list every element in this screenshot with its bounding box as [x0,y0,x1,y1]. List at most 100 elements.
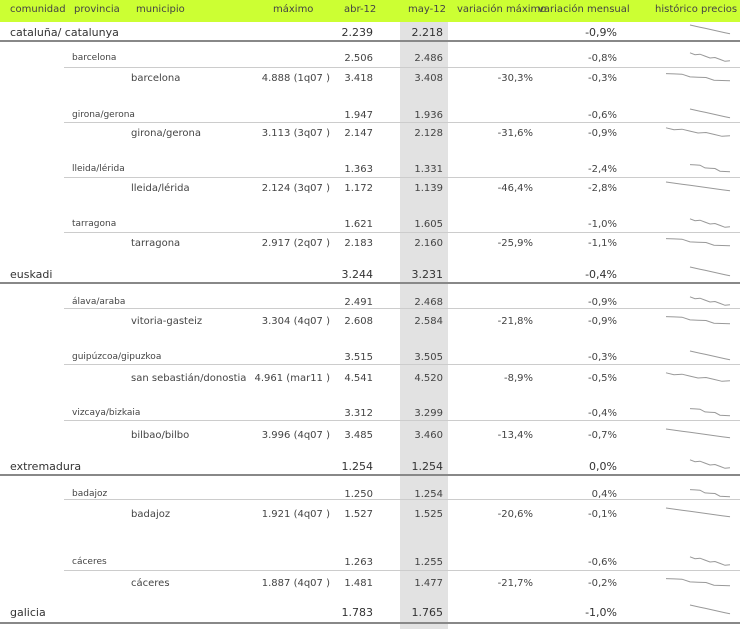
region-name: cataluña/ catalunya [10,26,119,39]
abr-value: 3.312 [344,408,373,419]
col-comunidad: comunidad [10,4,66,15]
region-name: badajoz [131,509,171,520]
sparkline-icon [665,73,731,82]
abr-value: 3.515 [344,352,373,363]
variacion-mensual-value: -0,9% [585,26,617,39]
sparkline-icon [665,238,731,247]
abr-value: 4.541 [344,373,373,384]
region-name: tarragona [72,219,117,229]
region-name: extremadura [10,460,82,473]
variacion-mensual-value: -0,3% [587,73,617,84]
may-value: 1.139 [414,183,443,194]
variacion-mensual-value: -0,5% [587,373,617,384]
abr-value: 1.783 [341,606,374,619]
variacion-mensual-value: -1,1% [587,238,617,249]
may-value: 2.128 [414,128,443,139]
variacion-maximo-value: -46,4% [497,183,533,194]
maximo-value: 2.124 (3q07 ) [261,183,330,194]
variacion-mensual-value: -0,4% [587,408,617,419]
abr-value: 2.506 [344,53,373,64]
abr-value: 3.244 [341,268,374,281]
region-name: lleida/lérida [72,164,125,174]
may-value: 1.255 [414,557,443,568]
variacion-mensual-value: -2,4% [587,164,617,175]
sparkline-icon [689,108,731,119]
sparkline-icon [665,507,731,518]
variacion-mensual-value: -0,8% [587,53,617,64]
may-value: 3.299 [414,408,443,419]
abr-value: 1.263 [344,557,373,568]
variacion-maximo-value: -13,4% [497,430,533,441]
sparkline-icon [689,459,731,469]
abr-value: 1.363 [344,164,373,175]
region-name: lleida/lérida [131,183,190,194]
region-name: barcelona [72,53,117,63]
sparkline-icon [689,296,731,306]
may-value: 2.218 [411,26,444,39]
variacion-mensual-value: -0,9% [587,128,617,139]
variacion-maximo-value: -21,8% [497,316,533,327]
variacion-mensual-value: -0,9% [587,316,617,327]
may-value: 1.254 [414,489,443,500]
may-value: 2.160 [414,238,443,249]
abr-value: 3.485 [344,430,373,441]
abr-value: 1.621 [344,219,373,230]
col-historico: histórico precios [655,4,738,15]
region-name: badajoz [72,489,108,499]
maximo-value: 3.304 (4q07 ) [261,316,330,327]
may-value: 3.460 [414,430,443,441]
variacion-maximo-value: -25,9% [497,238,533,249]
may-value: 1.765 [411,606,444,619]
maximo-value: 4.961 (mar11 ) [254,373,331,384]
abr-value: 1.947 [344,110,373,121]
abr-value: 2.183 [344,238,373,249]
col-abr: abr-12 [344,4,377,15]
row-divider [0,282,740,284]
variacion-maximo-value: -30,3% [497,73,533,84]
sparkline-icon [689,52,731,62]
sparkline-icon [665,181,731,192]
abr-value: 2.608 [344,316,373,327]
table-header: comunidad provincia municipio máximo abr… [0,0,740,22]
row-divider [64,499,740,500]
row-divider [64,122,740,123]
maximo-value: 1.921 (4q07 ) [261,509,330,520]
sparkline-icon [689,489,731,498]
row-divider [64,232,740,233]
abr-value: 1.250 [344,489,373,500]
may-value: 3.408 [414,73,443,84]
region-name: vitoria-gasteiz [131,316,203,327]
may-value: 1.331 [414,164,443,175]
region-name: barcelona [131,73,181,84]
may-value: 2.468 [414,297,443,308]
maximo-value: 2.917 (2q07 ) [261,238,330,249]
sparkline-icon [689,24,731,35]
maximo-value: 3.113 (3q07 ) [261,128,330,139]
region-name: tarragona [131,238,181,249]
col-provincia: provincia [74,4,120,15]
may-value: 3.505 [414,352,443,363]
col-municipio: municipio [136,4,185,15]
region-name: vizcaya/bizkaia [72,408,141,418]
sparkline-icon [665,372,731,382]
sparkline-icon [689,218,731,228]
col-maximo: máximo [273,4,314,15]
variacion-maximo-value: -21,7% [497,578,533,589]
maximo-value: 4.888 (1q07 ) [261,73,330,84]
may-value: 1.936 [414,110,443,121]
may-value: 1.477 [414,578,443,589]
may-value: 4.520 [414,373,443,384]
row-divider [0,474,740,476]
abr-value: 2.147 [344,128,373,139]
abr-value: 1.481 [344,578,373,589]
region-name: bilbao/bilbo [131,430,190,441]
sparkline-icon [665,428,731,439]
abr-value: 1.172 [344,183,373,194]
maximo-value: 3.996 (4q07 ) [261,430,330,441]
row-divider [64,570,740,571]
region-name: girona/gerona [72,110,135,120]
region-name: álava/araba [72,297,126,307]
may-value: 1.605 [414,219,443,230]
abr-value: 2.239 [341,26,374,39]
region-name: cáceres [72,557,107,567]
